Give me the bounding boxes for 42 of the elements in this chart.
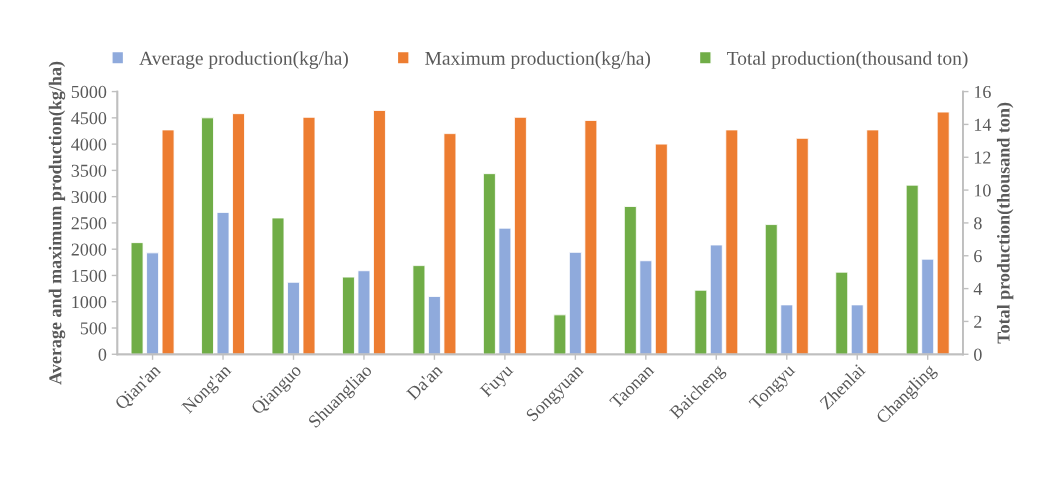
y2-tick-label: 8 <box>974 217 982 230</box>
bar <box>302 116 316 355</box>
y2-tick-label: 2 <box>974 315 982 328</box>
y2-tick-label: 14 <box>974 118 992 131</box>
y-tick-label: 0 <box>98 348 107 361</box>
bar <box>373 110 386 355</box>
y2-tick-label: 0 <box>974 348 982 361</box>
y-tick-label: 3000 <box>71 190 107 204</box>
y2-tick-label: 6 <box>974 250 982 263</box>
bar <box>342 276 355 355</box>
y2-axis-title: Total production(thousand ton) <box>996 102 1014 344</box>
bar <box>764 224 778 355</box>
bar <box>654 143 668 355</box>
y2-tick-label: 10 <box>974 184 991 197</box>
y2-tick-label: 16 <box>974 85 991 99</box>
legend-label: Total production(thousand ton) <box>727 51 968 69</box>
y-tick-label: 5000 <box>71 85 107 99</box>
bar <box>866 129 880 355</box>
y-tick-label: 2500 <box>71 217 107 230</box>
bar <box>201 117 214 355</box>
bar <box>161 129 175 355</box>
legend-label: Average production(kg/ha) <box>139 51 348 69</box>
bar <box>725 129 739 355</box>
y-tick-label: 4000 <box>71 138 107 151</box>
bar <box>513 116 527 355</box>
bar <box>568 251 582 355</box>
bar <box>936 111 950 355</box>
y-tick-label: 4500 <box>71 112 107 125</box>
bar <box>232 113 245 355</box>
bar <box>443 133 457 355</box>
bar <box>584 120 598 355</box>
y-tick-label: 3500 <box>71 164 107 177</box>
y-axis-title: Average and maximum production(kg/ha) <box>48 61 66 385</box>
y-tick-label: 2000 <box>71 243 107 256</box>
bar <box>795 137 809 355</box>
y-tick-label: 500 <box>80 322 107 335</box>
y2-tick-label: 4 <box>973 282 983 295</box>
y-tick-label: 1500 <box>72 269 107 282</box>
y2-tick-label: 12 <box>974 151 991 164</box>
y-tick-label: 1000 <box>72 295 107 309</box>
legend-label: Maximum production(kg/ha) <box>425 51 651 69</box>
bar <box>482 173 496 355</box>
